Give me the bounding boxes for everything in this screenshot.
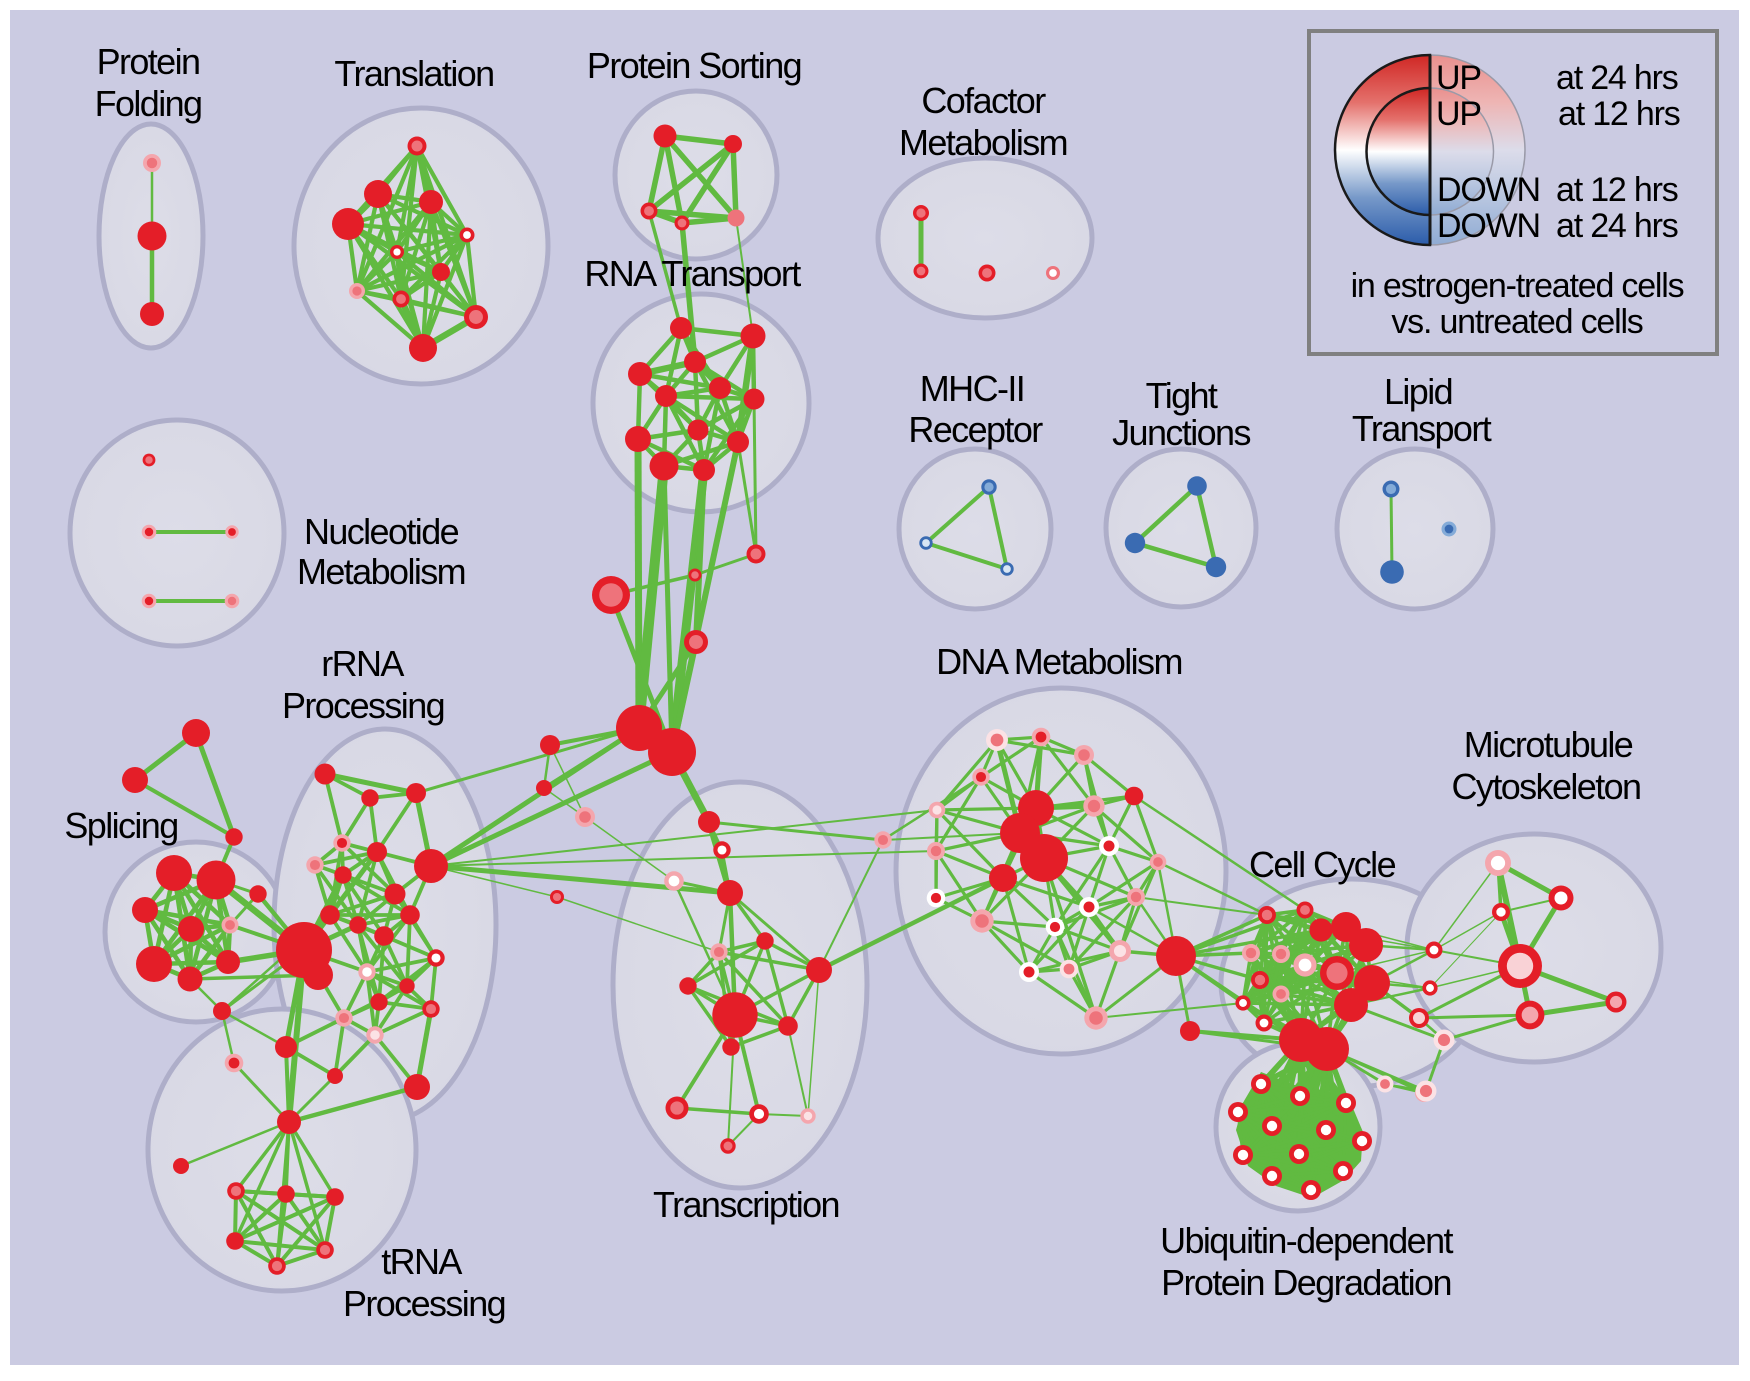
svg-text:Metabolism: Metabolism [899, 122, 1067, 163]
svg-text:at 24 hrs: at 24 hrs [1556, 207, 1678, 245]
svg-text:Metabolism: Metabolism [297, 551, 465, 592]
svg-text:Ubiquitin-dependent: Ubiquitin-dependent [1160, 1220, 1453, 1261]
svg-text:Lipid: Lipid [1384, 371, 1452, 412]
svg-text:RNA Transport: RNA Transport [584, 253, 801, 294]
svg-text:in estrogen-treated cells: in estrogen-treated cells [1351, 267, 1684, 305]
svg-text:Receptor: Receptor [908, 409, 1043, 450]
svg-text:vs. untreated cells: vs. untreated cells [1391, 303, 1642, 341]
svg-text:at 12 hrs: at 12 hrs [1556, 171, 1678, 209]
svg-text:Splicing: Splicing [64, 805, 177, 846]
svg-text:DOWN: DOWN [1437, 207, 1540, 245]
svg-text:DOWN: DOWN [1437, 171, 1540, 209]
svg-text:Transcription: Transcription [653, 1184, 839, 1225]
svg-text:Cofactor: Cofactor [921, 80, 1046, 121]
svg-text:Cytoskeleton: Cytoskeleton [1452, 766, 1641, 807]
svg-text:Transport: Transport [1352, 408, 1492, 449]
svg-text:Protein: Protein [97, 41, 200, 82]
svg-text:Tight: Tight [1146, 375, 1218, 416]
svg-text:Protein Degradation: Protein Degradation [1161, 1262, 1451, 1303]
svg-text:tRNA: tRNA [381, 1241, 462, 1282]
svg-text:at 12 hrs: at 12 hrs [1558, 95, 1680, 133]
svg-text:Nucleotide: Nucleotide [304, 511, 459, 552]
svg-text:MHC-II: MHC-II [920, 368, 1024, 409]
svg-text:rRNA: rRNA [321, 643, 404, 684]
svg-text:Translation: Translation [334, 53, 493, 94]
svg-text:at 24 hrs: at 24 hrs [1556, 59, 1678, 97]
svg-text:UP: UP [1436, 59, 1481, 97]
svg-text:Processing: Processing [282, 685, 444, 726]
svg-text:Microtubule: Microtubule [1464, 724, 1633, 765]
svg-text:DNA Metabolism: DNA Metabolism [936, 641, 1182, 682]
svg-text:Processing: Processing [343, 1283, 505, 1324]
svg-text:Protein Sorting: Protein Sorting [587, 45, 801, 86]
svg-text:Cell Cycle: Cell Cycle [1249, 844, 1396, 885]
svg-text:Folding: Folding [95, 83, 202, 124]
svg-text:UP: UP [1436, 95, 1481, 133]
svg-text:Junctions: Junctions [1112, 412, 1250, 453]
